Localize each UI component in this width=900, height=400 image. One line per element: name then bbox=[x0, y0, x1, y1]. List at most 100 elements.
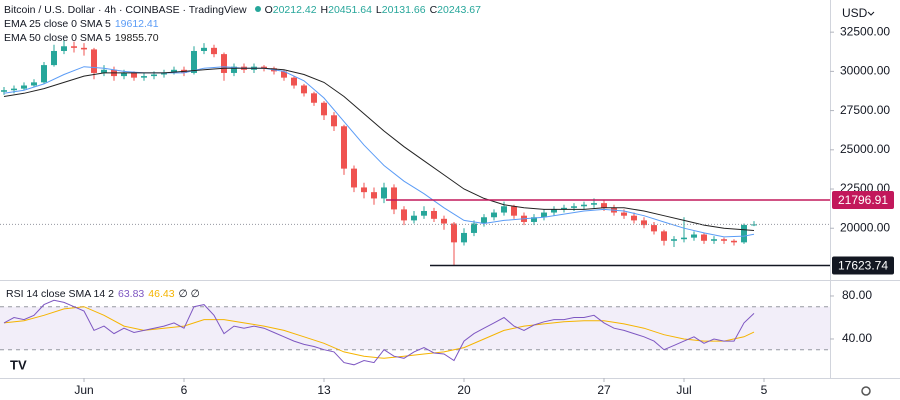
candle-body bbox=[681, 237, 687, 240]
candle-body bbox=[401, 209, 407, 221]
candle-body bbox=[641, 220, 647, 226]
y-tick-label: 80.00 bbox=[842, 288, 872, 302]
candle-body bbox=[151, 74, 157, 77]
legend-row: EMA 25 close 0 SMA 5 19612.41 bbox=[4, 17, 485, 31]
candle-body bbox=[321, 102, 327, 116]
candle-body bbox=[571, 206, 577, 208]
symbol-title: Bitcoin / U.S. Dollar · 4h · COINBASE · … bbox=[4, 4, 247, 16]
level-label-box bbox=[832, 191, 894, 210]
legend-row: Bitcoin / U.S. Dollar · 4h · COINBASE · … bbox=[4, 3, 485, 17]
candle-body bbox=[41, 65, 47, 83]
candle-body bbox=[591, 203, 597, 205]
y-axis-label: USD bbox=[842, 6, 868, 20]
ohlc-value: 20451.64 bbox=[328, 4, 372, 16]
ohlc-value: 20131.66 bbox=[381, 4, 426, 16]
y-tick-label: 27500.00 bbox=[840, 103, 890, 117]
rsi-extra: ∅ ∅ bbox=[178, 288, 200, 300]
candle-body bbox=[561, 207, 567, 210]
candle-body bbox=[141, 76, 147, 78]
candle-body bbox=[201, 47, 207, 51]
candle-body bbox=[61, 46, 67, 51]
candle-body bbox=[631, 215, 637, 221]
rsi-value: 63.83 bbox=[117, 288, 145, 300]
ohlc-key: H bbox=[320, 4, 329, 16]
candle-body bbox=[581, 204, 587, 207]
candle-body bbox=[671, 239, 677, 241]
indicator-name: EMA 25 close 0 SMA 5 bbox=[4, 18, 111, 30]
candle-body bbox=[741, 224, 747, 243]
settings-icon[interactable] bbox=[861, 386, 871, 396]
rsi-band bbox=[0, 306, 830, 350]
ohlc-value: 20243.67 bbox=[437, 4, 481, 16]
candle-body bbox=[661, 231, 667, 241]
candle-body bbox=[421, 210, 427, 216]
candle-body bbox=[651, 225, 657, 232]
level-label-box bbox=[832, 256, 894, 275]
candle-body bbox=[231, 66, 237, 73]
candle-body bbox=[71, 46, 77, 48]
candle-body bbox=[691, 234, 697, 238]
candle-body bbox=[501, 206, 507, 213]
x-tick-label: 20 bbox=[457, 383, 471, 397]
candle-body bbox=[31, 82, 37, 86]
candle-body bbox=[731, 240, 737, 243]
candle-body bbox=[371, 192, 377, 199]
candle-body bbox=[281, 71, 287, 78]
x-tick-label: 6 bbox=[181, 383, 188, 397]
candle-body bbox=[361, 187, 367, 193]
x-tick-label: Jul bbox=[676, 383, 691, 397]
rsi-line bbox=[3, 299, 755, 366]
rsi-legend: RSI 14 close SMA 14 2 63.83 46.43 ∅ ∅ bbox=[6, 287, 204, 301]
candle-body bbox=[11, 88, 17, 91]
candle-body bbox=[711, 239, 717, 241]
candle-body bbox=[491, 212, 497, 218]
candle-body bbox=[311, 93, 317, 103]
candle-body bbox=[531, 217, 537, 222]
ema-line bbox=[3, 66, 755, 238]
candle-body bbox=[721, 239, 727, 241]
dropdown-icon[interactable] bbox=[867, 11, 875, 16]
rsi-lines bbox=[3, 299, 755, 366]
candle-body bbox=[81, 47, 87, 50]
y-tick-label: 40.00 bbox=[842, 331, 872, 345]
rsi-ma-line bbox=[3, 306, 755, 359]
candle-body bbox=[301, 85, 307, 94]
candle-body bbox=[381, 187, 387, 199]
candle-body bbox=[91, 49, 97, 73]
ohlc-key: C bbox=[429, 4, 438, 16]
candle-body bbox=[471, 223, 477, 233]
candle-body bbox=[551, 209, 557, 213]
candle-body bbox=[161, 72, 167, 75]
candle-body bbox=[351, 168, 357, 188]
candle-body bbox=[261, 66, 267, 69]
x-tick-label: 27 bbox=[597, 383, 611, 397]
x-tick-label: 5 bbox=[761, 383, 768, 397]
candle-body bbox=[331, 115, 337, 127]
candle-body bbox=[21, 85, 27, 89]
x-tick-label: 13 bbox=[317, 383, 331, 397]
candle-body bbox=[701, 234, 707, 241]
candle-body bbox=[481, 217, 487, 224]
candle-body bbox=[121, 72, 127, 77]
candle-body bbox=[621, 212, 627, 216]
chart-legend: Bitcoin / U.S. Dollar · 4h · COINBASE · … bbox=[4, 3, 485, 45]
indicator-name: EMA 50 close 0 SMA 5 bbox=[4, 32, 111, 44]
candle-body bbox=[191, 50, 197, 73]
candle-body bbox=[511, 206, 517, 216]
candle-body bbox=[461, 232, 467, 243]
candle-body bbox=[431, 210, 437, 219]
candle-body bbox=[1, 90, 7, 92]
candle-body bbox=[411, 215, 417, 221]
ohlc-key: O bbox=[264, 4, 273, 16]
candle-body bbox=[211, 47, 217, 55]
y-tick-label: 20000.00 bbox=[840, 220, 890, 234]
candle-body bbox=[341, 126, 347, 169]
candle-body bbox=[541, 212, 547, 218]
candle-body bbox=[601, 203, 607, 208]
candle-body bbox=[391, 187, 397, 210]
rsi-ma-value: 46.43 bbox=[148, 288, 175, 300]
candle-body bbox=[221, 54, 227, 73]
ohlc-value: 20212.42 bbox=[272, 4, 317, 16]
